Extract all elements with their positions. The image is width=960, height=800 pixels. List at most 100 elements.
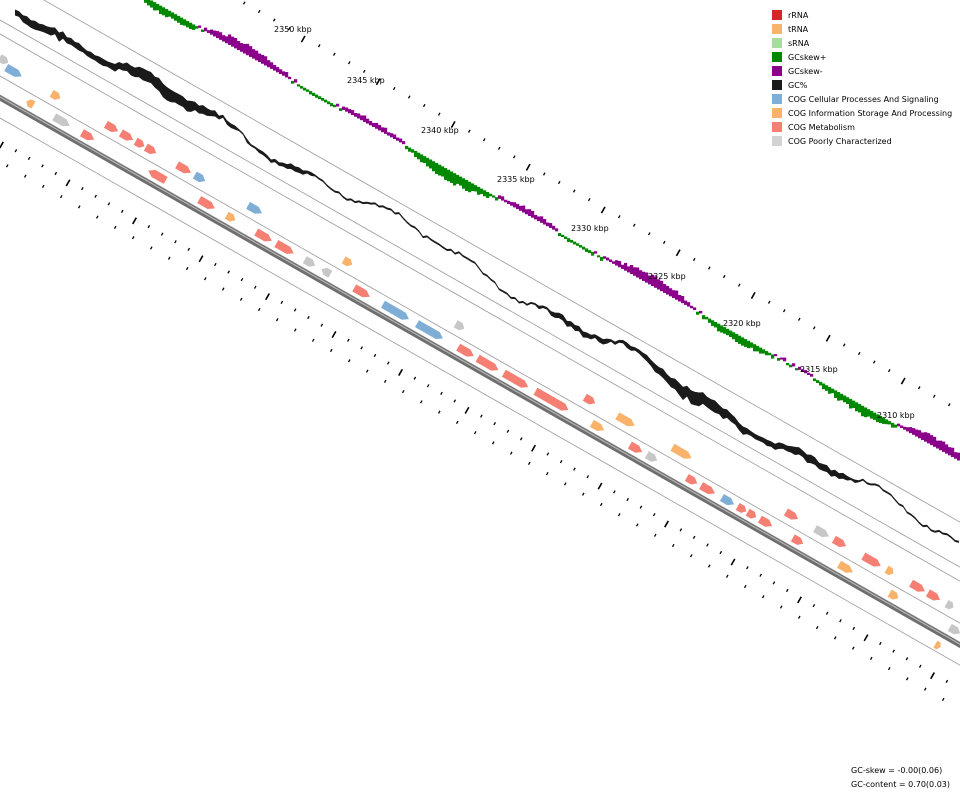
tick-mark [185,266,189,271]
gc-skew-negative-bar [243,43,247,54]
gc-skew-positive-bar [702,315,706,320]
gc-skew-negative-bar [354,112,358,117]
tick-mark [239,297,243,301]
tick-mark [54,171,58,176]
tick-mark [257,307,261,312]
gc-skew-negative-bar [630,265,634,275]
gc-skew-negative-bar [348,109,352,114]
gc-skew-negative-bar [402,141,406,145]
tick-mark [407,95,411,99]
tick-mark [887,666,891,671]
gc-skew-negative-bar [384,127,388,134]
gc-skew-positive-bar [885,419,889,425]
legend-item: COG Cellular Processes And Signaling [772,92,952,106]
gc-skew-negative-bar [210,29,214,35]
gc-skew-negative-bar [918,430,922,439]
tick-mark [506,429,510,433]
legend-item: rRNA [772,8,952,22]
gc-skew-negative-bar [285,71,289,78]
gc-skew-negative-bar [498,195,502,199]
backbone-line [0,95,960,649]
kbp-labels: 2350 kbp 2345 kbp 2340 kbp 2335 kbp 2330 kbp… [274,25,915,420]
gc-skew-negative-bar [927,433,931,444]
kbp-label: 2310 kbp [877,411,915,420]
gene-arrow [947,623,960,635]
tick-mark [107,202,111,206]
gc-skew-negative-bar [627,266,631,273]
gene-arrow [246,201,262,214]
gc-skew-negative-bar [342,106,346,110]
gc-skew-negative-bar [516,203,520,210]
gc-skew-negative-bar [603,256,607,259]
gc-skew-positive-bar [474,185,478,192]
gene-arrow [49,90,61,100]
gc-skew-positive-bar [867,409,871,417]
gc-skew-positive-bar [462,178,466,189]
gc-skew-negative-bar [507,200,511,204]
gene-arrow [381,300,409,320]
tick-mark [546,452,550,456]
tick-mark [360,346,363,350]
tick-mark [692,257,696,262]
gc-skew-negative-bar [378,125,382,131]
tick-mark [81,187,84,191]
gc-skew-positive-bar [840,393,844,401]
gc-skew-negative-bar [681,295,685,304]
gc-skew-positive-bar [153,2,157,11]
tick-mark [600,206,606,214]
tick-mark [531,444,536,452]
tick-mark [329,348,333,353]
gc-skew-negative-bar [249,46,253,57]
gene-arrow [615,412,635,427]
gc-skew-positive-bar [732,332,736,340]
gc-skew-positive-bar [456,174,460,184]
tick-mark [923,687,927,691]
tick-mark [542,172,546,176]
kbp-label: 2330 kbp [571,224,609,233]
gc-skew-negative-bar [660,280,664,292]
gc-skew-positive-bar [174,14,178,21]
gene-arrow [670,443,692,459]
gc-skew-negative-bar [915,429,919,437]
gc-skew-negative-bar [345,107,349,112]
tick-mark [785,588,789,593]
gc-skew-positive-bar [438,164,442,176]
legend-item: tRNA [772,22,952,36]
tick-mark [147,224,151,229]
legend-label: COG Information Storage And Processing [788,108,953,118]
gc-skew-positive-bar [567,238,571,242]
gc-skew-negative-bar [537,216,541,222]
gene-arrow [103,120,119,132]
tick-mark [887,368,891,373]
tick-mark [525,163,531,171]
gene-arrow [582,393,596,405]
gc-skew-positive-bar [459,176,463,186]
gc-skew-positive-bar [189,22,193,30]
gc-skew-negative-bar [510,202,514,206]
gc-skew-negative-bar [792,363,796,367]
kbp-label: 2340 kbp [421,126,459,135]
gc-skew-negative-bar [261,54,265,64]
gc-skew-negative-bar [810,373,814,377]
tick-mark [221,287,225,291]
gc-skew-negative-bar [780,357,784,360]
gene-arrow [887,589,899,600]
gc-skew-negative-bar [390,133,394,138]
gc-skew-negative-bar [624,262,628,271]
tick-mark [59,195,63,199]
gene-arrow [453,320,465,331]
gc-skew-positive-bar [168,10,172,17]
tick-mark [626,497,629,502]
gc-skew-negative-bar [555,228,559,232]
gene-arrow [321,267,333,278]
gene-arrow [533,387,569,411]
guide-line [0,94,960,643]
kbp-label: 2315 kbp [800,365,838,374]
kbp-label: 2320 kbp [723,319,761,328]
gc-skew-positive-bar [585,248,589,252]
gc-skew-stat: GC-skew = -0.00(0.06) [851,766,943,775]
gc-skew-positive-bar [468,181,472,193]
gc-skew-positive-bar [324,99,328,103]
tick-mark [512,155,516,159]
tick-mark [473,430,477,435]
